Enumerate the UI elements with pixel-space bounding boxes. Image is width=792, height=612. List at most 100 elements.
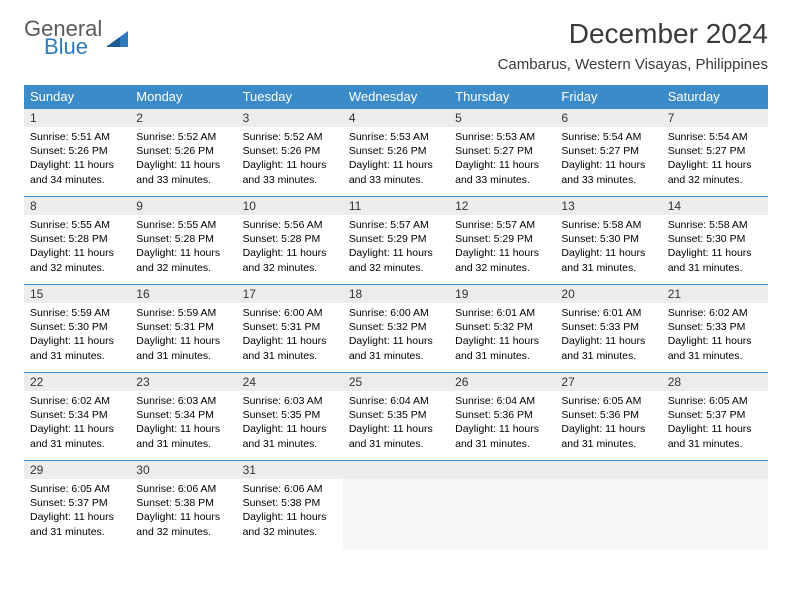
sunrise-line: Sunrise: 6:03 AM bbox=[136, 394, 230, 408]
day-details: Sunrise: 5:59 AMSunset: 5:30 PMDaylight:… bbox=[24, 303, 130, 365]
calendar-week: 22Sunrise: 6:02 AMSunset: 5:34 PMDayligh… bbox=[24, 373, 768, 461]
sunset-line: Sunset: 5:32 PM bbox=[349, 320, 443, 334]
daylight-line: Daylight: 11 hours and 31 minutes. bbox=[455, 334, 549, 362]
sunset-line: Sunset: 5:27 PM bbox=[561, 144, 655, 158]
daylight-line: Daylight: 11 hours and 31 minutes. bbox=[30, 422, 124, 450]
calendar-cell: 1Sunrise: 5:51 AMSunset: 5:26 PMDaylight… bbox=[24, 109, 130, 197]
logo: General Blue bbox=[24, 18, 132, 58]
calendar-cell: 22Sunrise: 6:02 AMSunset: 5:34 PMDayligh… bbox=[24, 373, 130, 461]
sunset-line: Sunset: 5:28 PM bbox=[136, 232, 230, 246]
calendar-cell bbox=[343, 461, 449, 549]
calendar-cell: 12Sunrise: 5:57 AMSunset: 5:29 PMDayligh… bbox=[449, 197, 555, 285]
day-of-week-header: Thursday bbox=[449, 85, 555, 109]
sunset-line: Sunset: 5:35 PM bbox=[243, 408, 337, 422]
sunrise-line: Sunrise: 6:01 AM bbox=[561, 306, 655, 320]
sunset-line: Sunset: 5:30 PM bbox=[561, 232, 655, 246]
day-number: 29 bbox=[24, 461, 130, 479]
day-details: Sunrise: 6:03 AMSunset: 5:34 PMDaylight:… bbox=[130, 391, 236, 453]
daylight-line: Daylight: 11 hours and 32 minutes. bbox=[455, 246, 549, 274]
calendar-cell: 19Sunrise: 6:01 AMSunset: 5:32 PMDayligh… bbox=[449, 285, 555, 373]
day-number: 13 bbox=[555, 197, 661, 215]
daylight-line: Daylight: 11 hours and 32 minutes. bbox=[349, 246, 443, 274]
calendar-week: 8Sunrise: 5:55 AMSunset: 5:28 PMDaylight… bbox=[24, 197, 768, 285]
logo-text: General Blue bbox=[24, 18, 102, 58]
day-number: 3 bbox=[237, 109, 343, 127]
day-details: Sunrise: 6:01 AMSunset: 5:33 PMDaylight:… bbox=[555, 303, 661, 365]
day-details: Sunrise: 6:05 AMSunset: 5:37 PMDaylight:… bbox=[24, 479, 130, 541]
sunrise-line: Sunrise: 5:52 AM bbox=[243, 130, 337, 144]
calendar-cell: 23Sunrise: 6:03 AMSunset: 5:34 PMDayligh… bbox=[130, 373, 236, 461]
sunset-line: Sunset: 5:28 PM bbox=[243, 232, 337, 246]
day-number: 24 bbox=[237, 373, 343, 391]
sunrise-line: Sunrise: 6:02 AM bbox=[30, 394, 124, 408]
day-number: 12 bbox=[449, 197, 555, 215]
sunrise-line: Sunrise: 6:06 AM bbox=[243, 482, 337, 496]
logo-word-blue: Blue bbox=[44, 36, 102, 58]
sunset-line: Sunset: 5:34 PM bbox=[30, 408, 124, 422]
day-details: Sunrise: 6:05 AMSunset: 5:36 PMDaylight:… bbox=[555, 391, 661, 453]
sunrise-line: Sunrise: 5:54 AM bbox=[561, 130, 655, 144]
daylight-line: Daylight: 11 hours and 33 minutes. bbox=[136, 158, 230, 186]
daylight-line: Daylight: 11 hours and 32 minutes. bbox=[136, 510, 230, 538]
sunset-line: Sunset: 5:30 PM bbox=[30, 320, 124, 334]
sunset-line: Sunset: 5:27 PM bbox=[455, 144, 549, 158]
calendar-cell: 8Sunrise: 5:55 AMSunset: 5:28 PMDaylight… bbox=[24, 197, 130, 285]
day-number: 5 bbox=[449, 109, 555, 127]
sunset-line: Sunset: 5:31 PM bbox=[243, 320, 337, 334]
day-details: Sunrise: 6:00 AMSunset: 5:31 PMDaylight:… bbox=[237, 303, 343, 365]
day-number: 15 bbox=[24, 285, 130, 303]
day-details: Sunrise: 5:57 AMSunset: 5:29 PMDaylight:… bbox=[343, 215, 449, 277]
sunset-line: Sunset: 5:36 PM bbox=[561, 408, 655, 422]
daylight-line: Daylight: 11 hours and 32 minutes. bbox=[136, 246, 230, 274]
header: General Blue December 2024 Cambarus, Wes… bbox=[24, 18, 768, 73]
sunset-line: Sunset: 5:32 PM bbox=[455, 320, 549, 334]
daylight-line: Daylight: 11 hours and 32 minutes. bbox=[243, 246, 337, 274]
day-number: 4 bbox=[343, 109, 449, 127]
sunset-line: Sunset: 5:37 PM bbox=[30, 496, 124, 510]
calendar-cell bbox=[662, 461, 768, 549]
day-details: Sunrise: 6:03 AMSunset: 5:35 PMDaylight:… bbox=[237, 391, 343, 453]
sunrise-line: Sunrise: 6:01 AM bbox=[455, 306, 549, 320]
day-of-week-header: Wednesday bbox=[343, 85, 449, 109]
calendar-week: 15Sunrise: 5:59 AMSunset: 5:30 PMDayligh… bbox=[24, 285, 768, 373]
daylight-line: Daylight: 11 hours and 32 minutes. bbox=[668, 158, 762, 186]
day-number: 28 bbox=[662, 373, 768, 391]
day-details: Sunrise: 5:55 AMSunset: 5:28 PMDaylight:… bbox=[24, 215, 130, 277]
sunset-line: Sunset: 5:38 PM bbox=[136, 496, 230, 510]
sunrise-line: Sunrise: 6:00 AM bbox=[243, 306, 337, 320]
day-details: Sunrise: 5:58 AMSunset: 5:30 PMDaylight:… bbox=[662, 215, 768, 277]
day-number: 27 bbox=[555, 373, 661, 391]
day-number: 18 bbox=[343, 285, 449, 303]
calendar-cell: 5Sunrise: 5:53 AMSunset: 5:27 PMDaylight… bbox=[449, 109, 555, 197]
sunrise-line: Sunrise: 5:57 AM bbox=[349, 218, 443, 232]
daylight-line: Daylight: 11 hours and 31 minutes. bbox=[668, 334, 762, 362]
daylight-line: Daylight: 11 hours and 33 minutes. bbox=[349, 158, 443, 186]
daylight-line: Daylight: 11 hours and 31 minutes. bbox=[561, 422, 655, 450]
day-number: 21 bbox=[662, 285, 768, 303]
calendar-cell: 2Sunrise: 5:52 AMSunset: 5:26 PMDaylight… bbox=[130, 109, 236, 197]
sunrise-line: Sunrise: 6:05 AM bbox=[561, 394, 655, 408]
day-details: Sunrise: 5:52 AMSunset: 5:26 PMDaylight:… bbox=[130, 127, 236, 189]
calendar-head: SundayMondayTuesdayWednesdayThursdayFrid… bbox=[24, 85, 768, 109]
daylight-line: Daylight: 11 hours and 31 minutes. bbox=[668, 422, 762, 450]
sunset-line: Sunset: 5:26 PM bbox=[349, 144, 443, 158]
calendar-cell: 25Sunrise: 6:04 AMSunset: 5:35 PMDayligh… bbox=[343, 373, 449, 461]
sunrise-line: Sunrise: 6:05 AM bbox=[30, 482, 124, 496]
day-number: 25 bbox=[343, 373, 449, 391]
day-number: 30 bbox=[130, 461, 236, 479]
sunrise-line: Sunrise: 6:03 AM bbox=[243, 394, 337, 408]
calendar-cell bbox=[449, 461, 555, 549]
sunset-line: Sunset: 5:27 PM bbox=[668, 144, 762, 158]
calendar-cell: 13Sunrise: 5:58 AMSunset: 5:30 PMDayligh… bbox=[555, 197, 661, 285]
calendar-table: SundayMondayTuesdayWednesdayThursdayFrid… bbox=[24, 85, 768, 549]
daylight-line: Daylight: 11 hours and 31 minutes. bbox=[30, 510, 124, 538]
calendar-cell: 3Sunrise: 5:52 AMSunset: 5:26 PMDaylight… bbox=[237, 109, 343, 197]
sunrise-line: Sunrise: 5:57 AM bbox=[455, 218, 549, 232]
sunset-line: Sunset: 5:35 PM bbox=[349, 408, 443, 422]
day-number: 20 bbox=[555, 285, 661, 303]
sunrise-line: Sunrise: 5:53 AM bbox=[349, 130, 443, 144]
sunset-line: Sunset: 5:29 PM bbox=[349, 232, 443, 246]
calendar-week: 29Sunrise: 6:05 AMSunset: 5:37 PMDayligh… bbox=[24, 461, 768, 549]
day-number: 11 bbox=[343, 197, 449, 215]
day-details: Sunrise: 6:04 AMSunset: 5:36 PMDaylight:… bbox=[449, 391, 555, 453]
